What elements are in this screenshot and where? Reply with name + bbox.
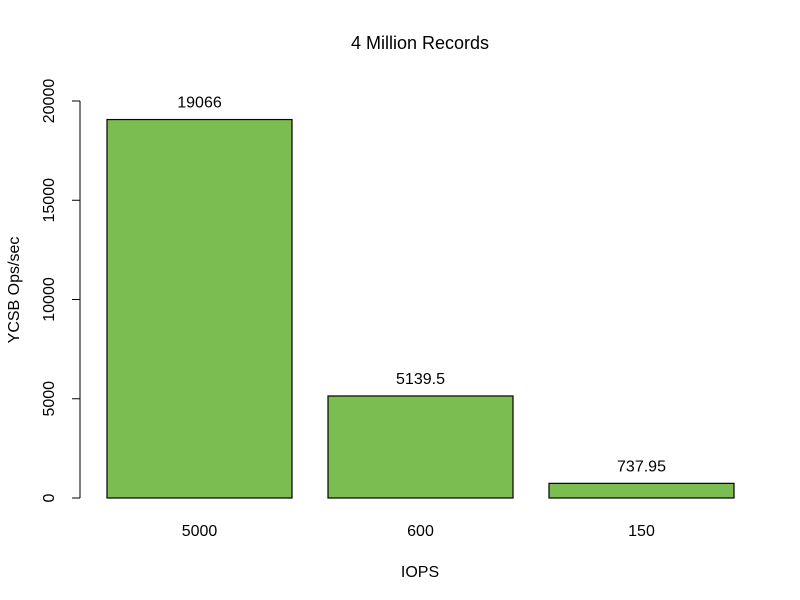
- x-tick-label: 150: [628, 523, 655, 540]
- bar-value-label: 19066: [177, 95, 222, 112]
- bar-value-label: 737.95: [617, 458, 666, 475]
- chart-title: 4 Million Records: [351, 33, 489, 53]
- x-axis-label: IOPS: [401, 564, 439, 581]
- y-tick-label: 10000: [41, 277, 58, 322]
- x-tick-label: 600: [407, 523, 434, 540]
- y-tick-label: 15000: [41, 178, 58, 223]
- bar: [327, 395, 514, 499]
- bar-value-label: 5139.5: [396, 371, 445, 388]
- x-tick-label: 5000: [182, 523, 218, 540]
- y-tick-label: 0: [41, 493, 58, 502]
- y-axis-label: YCSB Ops/sec: [6, 237, 23, 344]
- y-tick-label: 20000: [41, 79, 58, 124]
- x-tick-labels: 5000 600 150: [182, 523, 655, 540]
- bar: [106, 118, 293, 499]
- y-axis: 0 5000 10000 15000 20000: [41, 79, 81, 502]
- bars-group: 19066 5139.5 737.95: [106, 95, 735, 499]
- bar: [548, 482, 735, 499]
- y-tick-label: 5000: [41, 381, 58, 417]
